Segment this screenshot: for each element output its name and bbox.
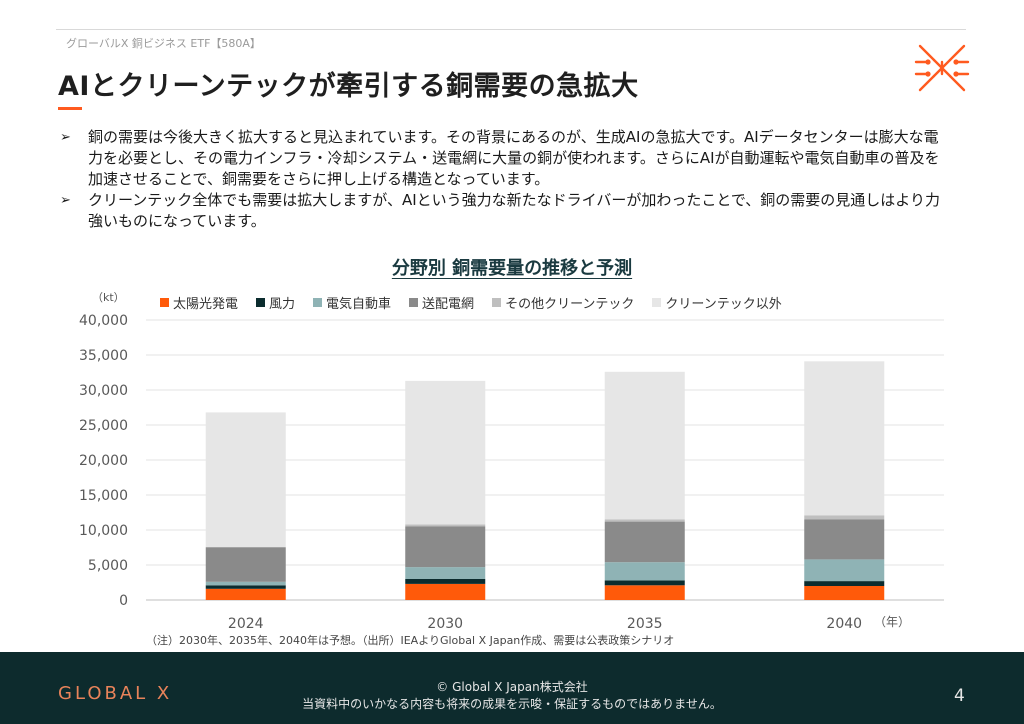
legend-label: クリーンテック以外 (665, 297, 782, 312)
y-tick-label: 5,000 (88, 558, 128, 574)
bar-segment (205, 547, 286, 582)
title-accent-bar (58, 107, 82, 110)
y-tick-label: 30,000 (79, 383, 128, 399)
legend-swatch (313, 298, 323, 307)
y-tick-label: 40,000 (79, 313, 128, 329)
footer-text: © Global X Japan株式会社 当資料中のいかなる内容も将来の成果を示… (0, 679, 1024, 713)
chart-legend: 太陽光発電 風力 電気自動車 送配電網 その他クリーンテック クリーンテック以外 (160, 293, 782, 312)
y-tick-label: 20,000 (79, 453, 128, 469)
legend-item: 太陽光発電 (160, 293, 238, 312)
bar-segment (405, 579, 486, 584)
bar-segment (405, 567, 486, 579)
stacked-bar-chart: 0 5,000 10,000 15,000 20,000 25,000 30,000 35,0… (79, 313, 944, 632)
bar-segment (804, 559, 885, 582)
etf-label: グローバルX 銅ビジネス ETF【580A】 (66, 37, 261, 50)
legend-swatch (409, 298, 419, 307)
y-tick-label: 10,000 (79, 523, 128, 539)
page-title: AIとクリーンテックが牽引する銅需要の急拡大 (58, 71, 639, 102)
page-number: 4 (954, 686, 965, 706)
legend-item: クリーンテック以外 (652, 293, 782, 312)
legend-label: その他クリーンテック (505, 297, 635, 312)
bullet-item: ➢ 銅の需要は今後大きく拡大すると見込まれています。その背景にあるのが、生成AI… (60, 127, 950, 190)
bar-segment (604, 580, 685, 586)
bullet-list: ➢ 銅の需要は今後大きく拡大すると見込まれています。その背景にあるのが、生成AI… (60, 127, 950, 232)
x-tick-label: 2040 (826, 616, 862, 632)
arrow-bullet-icon: ➢ (60, 193, 71, 208)
bar-segment (205, 581, 286, 586)
legend-label: 送配電網 (422, 297, 475, 312)
legend-item: 電気自動車 (313, 293, 391, 312)
bar-segment (804, 586, 885, 600)
bar-segment (604, 562, 685, 581)
bar-segment (804, 515, 885, 520)
bar-segment (405, 583, 486, 600)
legend-swatch (652, 298, 662, 307)
bar-segment (604, 521, 685, 563)
y-tick-label: 0 (119, 593, 128, 609)
bar-segment (405, 524, 486, 527)
y-tick-label: 25,000 (79, 418, 128, 434)
x-tick-label: 2030 (427, 616, 463, 632)
copper-circuit-x-icon (914, 44, 970, 92)
bullet-item: ➢ クリーンテック全体でも需要は拡大しますが、AIという強力な新たなドライバーが… (60, 190, 950, 232)
copyright-text: © Global X Japan株式会社 (436, 680, 588, 694)
arrow-bullet-icon: ➢ (60, 130, 71, 145)
bar-segment (804, 519, 885, 560)
chart-title: 分野別 銅需要量の推移と予測 (391, 258, 633, 279)
bar-segment (205, 546, 286, 548)
bar-segment (604, 371, 685, 520)
bullet-text: 銅の需要は今後大きく拡大すると見込まれています。その背景にあるのが、生成AIの急… (88, 128, 940, 188)
legend-item: 送配電網 (409, 293, 474, 312)
bar-segment (205, 588, 286, 600)
header-rule (56, 29, 966, 30)
y-axis-unit: （kt） (92, 291, 125, 304)
legend-swatch (256, 298, 266, 307)
bar-segment (405, 380, 486, 525)
x-axis-unit: （年） (874, 615, 910, 629)
disclaimer-text: 当資料中のいかなる内容も将来の成果を示唆・保証するものではありません。 (302, 697, 722, 711)
bullet-text: クリーンテック全体でも需要は拡大しますが、AIという強力な新たなドライバーが加わ… (88, 191, 940, 230)
x-tick-label: 2024 (228, 616, 264, 632)
bar-segment (804, 361, 885, 516)
bar-segment (405, 526, 486, 568)
bar-segment (604, 519, 685, 522)
legend-item: その他クリーンテック (492, 293, 634, 312)
legend-swatch (160, 298, 169, 307)
bar-segment (804, 581, 885, 586)
legend-item: 風力 (256, 293, 295, 312)
x-tick-label: 2035 (627, 616, 663, 632)
bar-segment (205, 585, 286, 589)
chart-note: （注）2030年、2035年、2040年は予想。（出所）IEAよりGlobal … (146, 634, 675, 647)
legend-label: 太陽光発電 (173, 297, 239, 312)
footer-bar (0, 652, 1024, 724)
legend-label: 電気自動車 (326, 297, 392, 312)
y-tick-label: 35,000 (79, 348, 128, 364)
legend-label: 風力 (269, 297, 296, 312)
bar-segment (604, 585, 685, 600)
brand-logo: GLOBAL X (58, 683, 173, 704)
bar-segment (205, 412, 286, 547)
legend-swatch (492, 298, 502, 307)
y-tick-label: 15,000 (79, 488, 128, 504)
